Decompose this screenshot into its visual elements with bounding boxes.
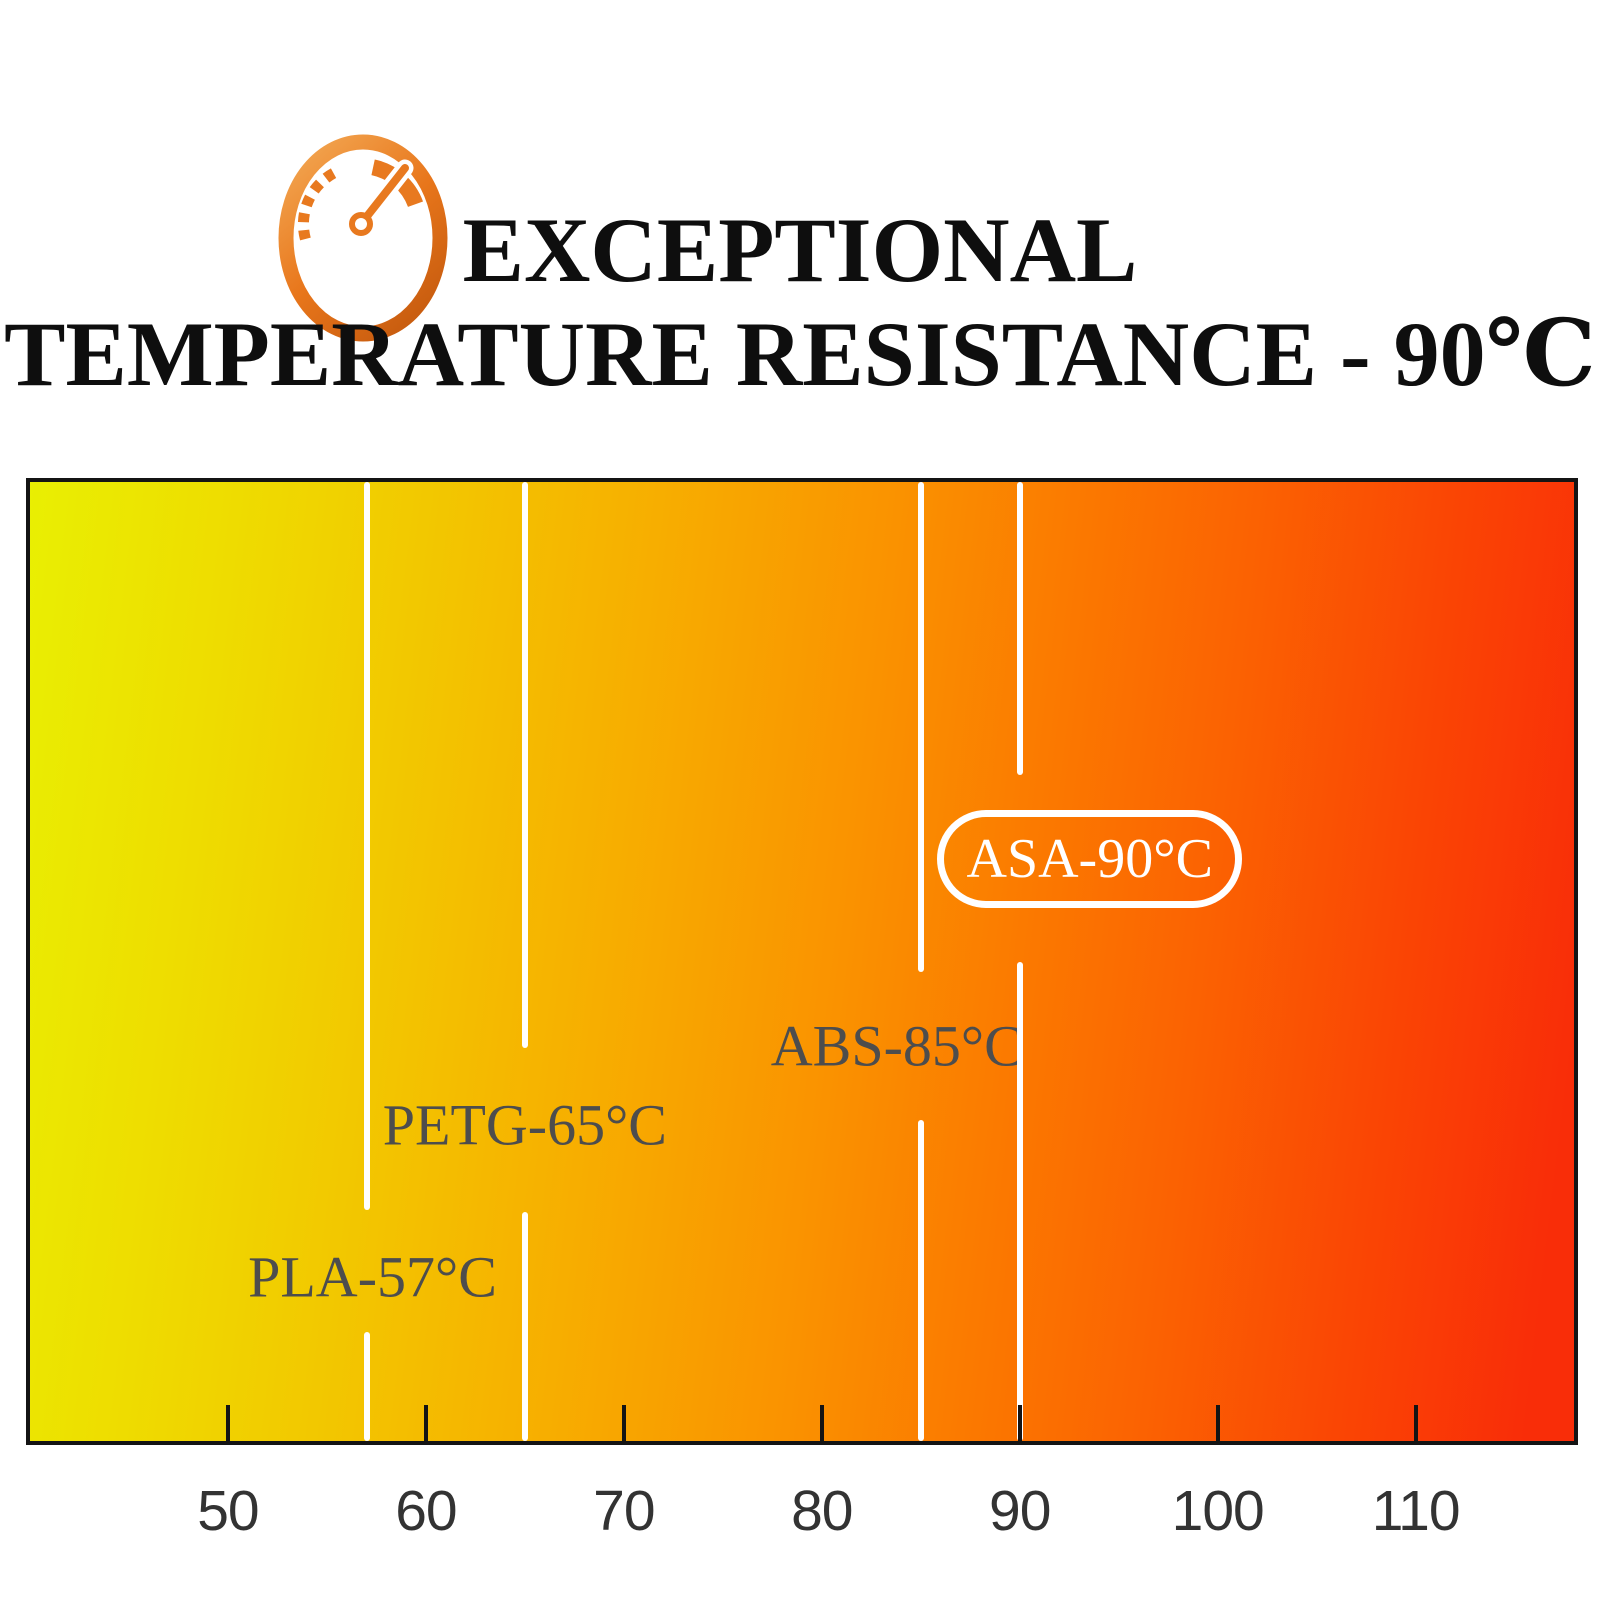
temperature-gradient-chart: PLA-57°C PETG-65°C ABS-85°C ASA-90°C xyxy=(26,478,1578,1445)
marker-line-pla-bottom xyxy=(363,1332,370,1441)
axis-tick-90 xyxy=(1017,1405,1022,1441)
material-label-pla: PLA-57°C xyxy=(248,1244,497,1310)
material-label-petg: PETG-65°C xyxy=(382,1092,667,1158)
axis-tick-110 xyxy=(1413,1405,1418,1441)
marker-line-pla-top xyxy=(363,482,370,1210)
marker-line-abs-bottom xyxy=(917,1120,924,1441)
axis-label-70: 70 xyxy=(593,1479,655,1543)
axis-tick-80 xyxy=(819,1405,824,1441)
axis-label-110: 110 xyxy=(1371,1479,1461,1543)
gauge-ring xyxy=(278,134,448,342)
axis-label-90: 90 xyxy=(989,1479,1051,1543)
marker-line-petg-top xyxy=(521,482,528,1048)
axis-label-100: 100 xyxy=(1171,1479,1265,1543)
page-title-line-2: TEMPERATURE RESISTANCE - 90℃ xyxy=(4,303,1596,405)
page-title-line-1: EXCEPTIONAL xyxy=(462,199,1138,301)
marker-line-asa-bottom xyxy=(1016,962,1023,1441)
axis-tick-60 xyxy=(423,1405,428,1441)
highlight-pill-asa: ASA-90°C xyxy=(937,810,1243,908)
material-label-asa: ASA-90°C xyxy=(966,828,1213,890)
marker-line-petg-bottom xyxy=(521,1212,528,1441)
axis-tick-70 xyxy=(621,1405,626,1441)
marker-line-abs-top xyxy=(917,482,924,972)
marker-line-asa-top xyxy=(1016,482,1023,775)
gauge-dial-ticks xyxy=(297,165,342,241)
gauge-icon xyxy=(278,134,448,342)
axis-label-50: 50 xyxy=(197,1479,259,1543)
material-label-abs: ABS-85°C xyxy=(770,1013,1023,1079)
axis-label-60: 60 xyxy=(395,1479,457,1543)
gauge-pivot xyxy=(349,212,373,236)
axis-tick-50 xyxy=(225,1405,230,1441)
axis-label-80: 80 xyxy=(791,1479,853,1543)
axis-tick-100 xyxy=(1215,1405,1220,1441)
